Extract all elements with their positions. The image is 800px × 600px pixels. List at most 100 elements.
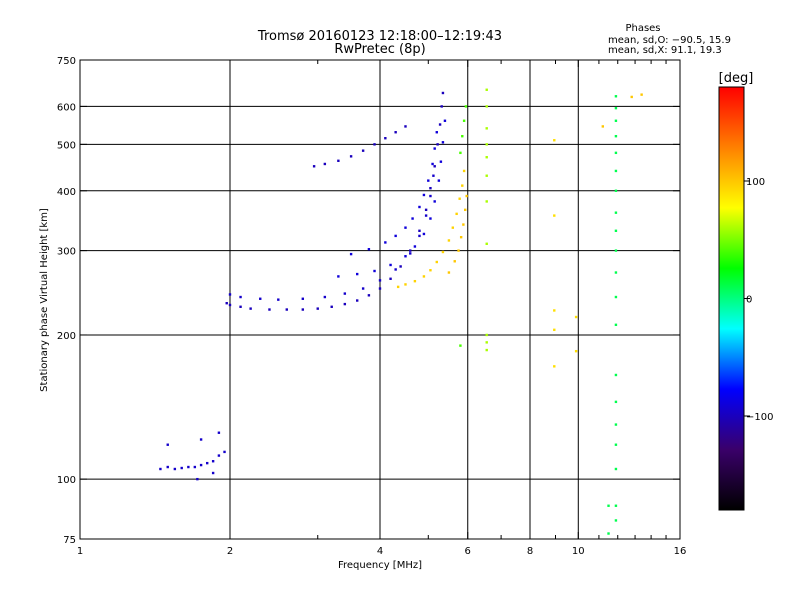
echo-point [223,450,226,454]
phase-stats-x: mean, sd,X: 91.1, 19.3 [608,45,722,56]
echo-point [485,333,488,337]
echo-point [343,302,347,306]
echo-point [356,299,359,302]
echo-point [396,285,400,289]
colorbar-label: [deg] [719,71,754,86]
echo-point [461,184,464,187]
echo-point [413,279,417,283]
echo-point [206,461,209,465]
x-tick-label: 1 [77,546,83,557]
chart-subtitle: RwPretec (8p) [334,42,425,57]
echo-point [225,301,228,305]
x-tick-label: 4 [377,546,383,557]
echo-point [459,151,462,155]
echo-point [180,466,183,470]
echo-point [464,208,467,212]
echo-point [464,105,468,108]
echo-point [418,229,421,232]
echo-point [614,229,618,232]
echo-point [429,194,432,198]
echo-point [249,307,252,310]
echo-point [440,105,443,108]
echo-point [436,143,439,146]
echo-point [614,400,618,404]
echo-point [614,271,618,274]
echo-point [361,287,365,290]
echo-point [461,134,464,138]
echo-point [378,279,382,282]
echo-point [439,160,443,163]
echo-point [437,179,441,182]
echo-point [330,305,333,308]
echo-point [166,465,169,469]
echo-point [485,348,488,352]
echo-point [485,242,488,245]
echo-point [614,151,618,155]
echo-point [453,260,456,263]
echo-point [211,471,215,475]
echo-point [285,308,288,311]
echo-point [614,119,618,122]
echo-point [630,95,633,99]
phase-stats-o: mean, sd,O: −90.5, 15.9 [608,35,731,46]
echo-point [193,465,197,469]
echo-point [404,226,407,229]
echo-point [323,162,327,166]
echo-point [399,265,402,268]
echo-point [447,239,451,242]
echo-point [389,277,392,280]
echo-point [373,269,376,273]
echo-point [458,197,461,200]
echo-point [614,134,618,138]
x-tick-label: 6 [465,546,471,557]
echo-point [424,214,428,217]
echo-point [211,460,215,463]
echo-point [485,174,488,177]
x-tick-label: 2 [227,546,233,557]
echo-point [435,260,438,264]
echo-point [337,275,340,278]
x-tick-label: 8 [527,546,533,557]
y-tick-label: 600 [57,102,76,113]
echo-point [378,287,382,290]
echo-point [301,308,305,311]
colorbar-tick-label: −100 [746,412,773,423]
echo-point [485,156,488,159]
echo-point [389,263,392,267]
y-tick-label: 75 [63,535,76,546]
echo-point [438,123,442,126]
echo-point [614,169,618,173]
echo-point [409,252,412,255]
echo-point [217,454,221,457]
echo-point [614,519,618,522]
echo-point [422,275,426,278]
echo-point [433,165,436,168]
echo-point [312,165,316,168]
plot-frame [79,59,681,540]
echo-point [268,308,271,311]
echo-point [404,125,407,128]
echo-point [553,365,556,368]
echo-point [462,223,465,226]
echo-point [614,504,618,507]
echo-point [277,298,280,301]
echo-point [187,465,190,469]
echo-point [441,141,445,144]
echo-point [418,234,421,238]
echo-point [394,131,397,134]
echo-point [259,297,262,300]
echo-point [451,226,455,229]
echo-point [239,295,242,299]
y-axis-label: Stationary phase Virtual Height [km] [39,208,50,392]
echo-point [384,241,387,244]
echo-point [384,137,387,140]
echo-point [424,208,428,212]
echo-point [404,283,407,286]
echo-point [422,232,426,236]
echo-point [485,341,488,344]
echo-point [159,467,162,471]
echo-point [196,477,199,481]
echo-point [432,174,435,177]
echo-point [166,443,169,446]
echo-point [459,235,463,239]
